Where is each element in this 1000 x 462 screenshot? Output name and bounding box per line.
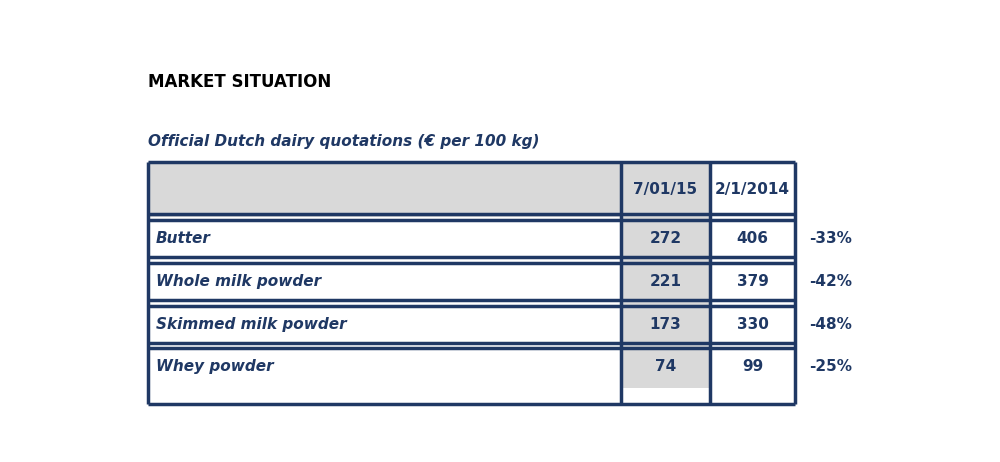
Text: 406: 406	[737, 231, 769, 246]
Text: 99: 99	[742, 359, 763, 374]
Text: 74: 74	[655, 359, 676, 374]
Text: Butter: Butter	[156, 231, 211, 246]
Text: 379: 379	[737, 274, 769, 289]
Text: 7/01/15: 7/01/15	[634, 182, 698, 197]
Text: -25%: -25%	[809, 359, 852, 374]
Text: Skimmed milk powder: Skimmed milk powder	[156, 316, 347, 332]
Text: 2/1/2014: 2/1/2014	[715, 182, 790, 197]
Text: MARKET SITUATION: MARKET SITUATION	[148, 73, 332, 91]
Text: 330: 330	[737, 316, 769, 332]
Text: 173: 173	[650, 316, 681, 332]
Text: 221: 221	[650, 274, 682, 289]
Text: 272: 272	[650, 231, 682, 246]
Text: Whey powder: Whey powder	[156, 359, 274, 374]
Text: -48%: -48%	[809, 316, 852, 332]
Text: Whole milk powder: Whole milk powder	[156, 274, 321, 289]
Text: Official Dutch dairy quotations (€ per 100 kg): Official Dutch dairy quotations (€ per 1…	[148, 134, 540, 149]
Text: -42%: -42%	[809, 274, 852, 289]
Text: -33%: -33%	[809, 231, 852, 246]
